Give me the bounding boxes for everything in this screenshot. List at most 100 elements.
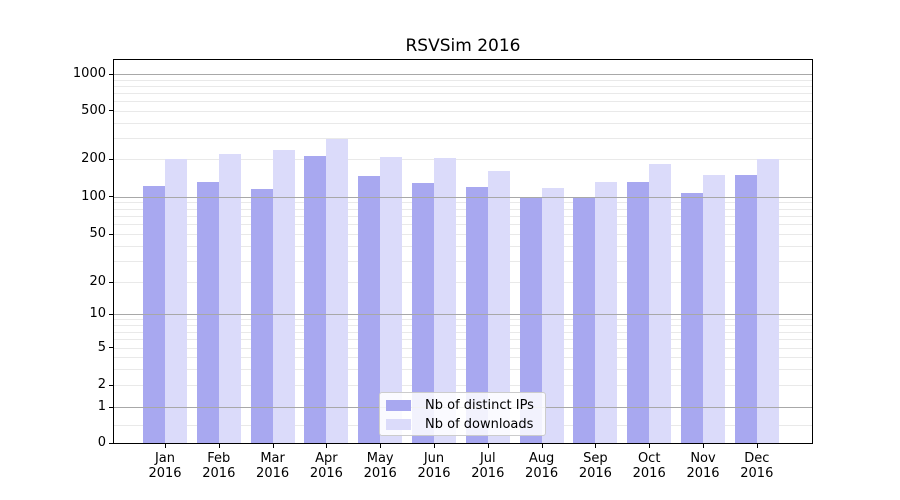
x-tick-mark bbox=[703, 444, 704, 448]
gridline-minor bbox=[114, 93, 812, 94]
y-tick-mark bbox=[109, 384, 113, 386]
y-tick-label-10: 10 bbox=[89, 306, 106, 322]
bar-distinct-ips-mar bbox=[250, 189, 273, 444]
x-tick-mark bbox=[326, 444, 328, 448]
x-tick-label-nov: Nov 2016 bbox=[686, 451, 720, 481]
x-tick-label-jun: Jun 2016 bbox=[417, 451, 451, 481]
bar-downloads-may bbox=[380, 156, 403, 444]
gridline-minor bbox=[114, 331, 812, 333]
bar-downloads-jan bbox=[165, 159, 187, 444]
bar-distinct-ips-sep bbox=[573, 196, 596, 444]
x-tick-label-may: May 2016 bbox=[363, 451, 397, 481]
x-tick-mark bbox=[649, 444, 651, 448]
x-tick-label-apr: Apr 2016 bbox=[309, 451, 343, 481]
gridline-minor bbox=[114, 347, 812, 349]
bar-downloads-dec bbox=[756, 159, 779, 444]
x-tick-label-sep: Sep 2016 bbox=[578, 451, 612, 481]
gridline-minor bbox=[114, 282, 812, 284]
gridline-minor bbox=[114, 208, 812, 210]
gridline-major bbox=[114, 314, 812, 316]
bar-distinct-ips-aug bbox=[519, 196, 542, 444]
x-tick-mark bbox=[380, 444, 382, 448]
bar-distinct-ips-oct bbox=[627, 182, 650, 444]
y-tick-label-100: 100 bbox=[81, 188, 106, 204]
y-tick-mark bbox=[109, 442, 113, 444]
x-tick-mark bbox=[434, 444, 435, 448]
bar-distinct-ips-dec bbox=[734, 174, 757, 444]
x-tick-mark bbox=[756, 444, 758, 448]
x-tick-label-oct: Oct 2016 bbox=[632, 451, 666, 481]
y-tick-mark bbox=[109, 110, 113, 112]
gridline-minor bbox=[114, 224, 812, 226]
gridline-minor bbox=[114, 319, 812, 321]
x-tick-mark bbox=[595, 444, 597, 448]
gridline-minor bbox=[114, 101, 812, 103]
y-tick-mark bbox=[109, 73, 113, 75]
gridline-minor bbox=[114, 202, 812, 204]
y-tick-label-200: 200 bbox=[81, 151, 106, 167]
x-tick-label-jul: Jul 2016 bbox=[471, 451, 505, 481]
legend: Nb of distinct IPs Nb of downloads bbox=[379, 392, 546, 436]
bar-downloads-feb bbox=[218, 154, 241, 444]
bar-distinct-ips-may bbox=[358, 175, 381, 444]
gridline-minor bbox=[114, 216, 812, 217]
chart-title: RSVSim 2016 bbox=[405, 36, 521, 56]
y-tick-mark bbox=[109, 196, 113, 198]
gridline-minor bbox=[114, 246, 812, 247]
y-tick-mark bbox=[109, 233, 113, 235]
bar-downloads-mar bbox=[272, 149, 295, 444]
legend-item-downloads: Nb of downloads bbox=[386, 415, 539, 434]
legend-swatch-distinct-ips bbox=[386, 400, 411, 411]
legend-swatch-downloads bbox=[386, 419, 411, 430]
gridline-major bbox=[114, 74, 812, 75]
legend-item-distinct-ips: Nb of distinct IPs bbox=[386, 396, 539, 415]
y-tick-mark bbox=[109, 406, 113, 408]
gridline-minor bbox=[114, 159, 812, 161]
y-tick-label-2: 2 bbox=[97, 377, 106, 392]
gridline-minor bbox=[114, 356, 812, 358]
bar-downloads-sep bbox=[595, 181, 618, 444]
y-tick-mark bbox=[109, 347, 113, 349]
legend-label-distinct-ips: Nb of distinct IPs bbox=[425, 398, 534, 413]
gridline-minor bbox=[114, 385, 812, 386]
y-tick-label-20: 20 bbox=[89, 274, 106, 290]
bar-downloads-jul bbox=[487, 170, 510, 444]
bar-downloads-nov bbox=[703, 174, 725, 444]
gridline-minor bbox=[114, 338, 812, 340]
bar-downloads-apr bbox=[326, 138, 349, 444]
gridline-minor bbox=[114, 261, 812, 263]
bar-downloads-aug bbox=[541, 188, 564, 444]
y-tick-label-5: 5 bbox=[97, 339, 106, 355]
gridline-minor bbox=[114, 110, 812, 112]
x-tick-mark bbox=[218, 444, 220, 448]
bar-distinct-ips-jun bbox=[412, 182, 434, 444]
y-tick-label-1: 1 bbox=[97, 399, 106, 415]
x-tick-label-aug: Aug 2016 bbox=[525, 451, 559, 481]
x-tick-label-feb: Feb 2016 bbox=[202, 451, 236, 481]
y-tick-mark bbox=[109, 158, 113, 160]
y-tick-label-0: 0 bbox=[97, 435, 106, 451]
gridline-minor bbox=[114, 368, 812, 370]
y-tick-label-50: 50 bbox=[89, 226, 106, 242]
y-tick-label-500: 500 bbox=[81, 102, 106, 118]
bar-distinct-ips-nov bbox=[681, 192, 703, 444]
x-tick-label-mar: Mar 2016 bbox=[256, 451, 290, 481]
x-tick-mark bbox=[487, 444, 489, 448]
gridline-minor bbox=[114, 325, 812, 327]
x-tick-mark bbox=[165, 444, 166, 448]
bar-distinct-ips-apr bbox=[304, 156, 327, 444]
gridline-minor bbox=[114, 234, 812, 236]
gridline-minor bbox=[114, 122, 812, 124]
y-tick-label-1000: 1000 bbox=[72, 66, 106, 81]
x-tick-mark bbox=[541, 444, 543, 448]
legend-label-downloads: Nb of downloads bbox=[425, 417, 534, 432]
gridline-minor bbox=[114, 85, 812, 87]
y-tick-mark bbox=[109, 313, 113, 315]
gridline-minor bbox=[114, 79, 812, 81]
gridline-minor bbox=[114, 137, 812, 139]
bar-downloads-oct bbox=[649, 164, 672, 444]
bar-downloads-jun bbox=[434, 158, 456, 444]
